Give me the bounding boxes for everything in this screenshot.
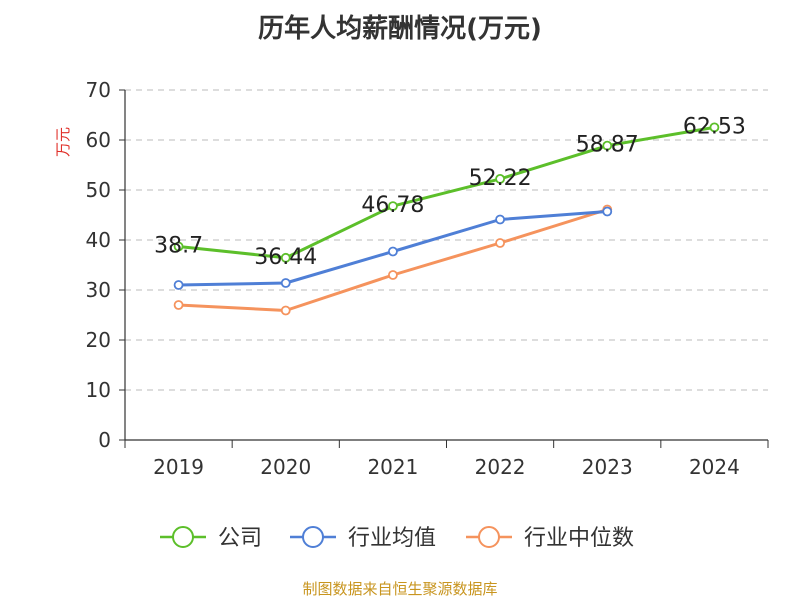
- legend-label: 公司: [218, 526, 262, 551]
- data-point: [388, 246, 398, 257]
- data-point: [173, 280, 184, 290]
- source-footer: 制图数据来自恒生聚源数据库: [302, 580, 498, 598]
- y-axis-label: 万元: [54, 127, 72, 157]
- data-point: [280, 252, 291, 263]
- data-label: 62.53: [683, 114, 746, 139]
- data-label: 36.44: [254, 245, 317, 270]
- data-point: [709, 122, 720, 133]
- y-tick-label: 50: [86, 178, 111, 202]
- x-tick-label: 2019: [153, 455, 204, 479]
- data-point: [388, 201, 398, 212]
- series-line: [178, 125, 715, 260]
- data-point: [495, 238, 505, 248]
- y-tick-label: 40: [86, 228, 111, 252]
- data-label: 38.7: [154, 234, 203, 259]
- x-tick-label: 2024: [689, 455, 740, 479]
- data-point: [280, 305, 291, 316]
- data-point: [388, 270, 398, 280]
- data-point: [602, 140, 613, 151]
- legend-marker: [172, 526, 194, 548]
- y-tick-label: 20: [86, 328, 111, 352]
- x-tick-label: 2021: [367, 455, 418, 479]
- legend-marker: [302, 526, 324, 548]
- data-point: [495, 173, 505, 184]
- data-label: 46.78: [361, 193, 424, 218]
- y-tick-label: 30: [86, 278, 111, 302]
- data-label: 52.22: [469, 166, 532, 191]
- x-tick-label: 2023: [582, 455, 633, 479]
- legend-label: 行业中位数: [524, 526, 634, 551]
- data-label: 58.87: [576, 133, 639, 158]
- data-point: [173, 300, 184, 310]
- y-tick-label: 0: [98, 428, 111, 452]
- y-tick-label: 60: [86, 128, 111, 152]
- data-point: [173, 241, 184, 252]
- series-line: [178, 208, 608, 312]
- y-tick-label: 10: [86, 378, 111, 402]
- data-point: [602, 206, 613, 217]
- y-tick-label: 70: [86, 78, 111, 102]
- x-tick-label: 2020: [260, 455, 311, 479]
- legend-marker: [478, 526, 500, 548]
- legend-label: 行业均值: [348, 526, 436, 551]
- x-tick-label: 2022: [475, 455, 526, 479]
- chart-title: 历年人均薪酬情况(万元): [258, 14, 542, 44]
- data-point: [495, 214, 505, 225]
- data-point: [280, 278, 291, 288]
